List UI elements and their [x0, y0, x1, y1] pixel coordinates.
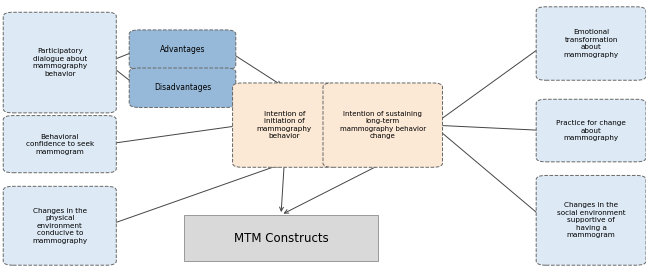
Text: Changes in the
social environment
supportive of
having a
mammogram: Changes in the social environment suppor…	[557, 202, 625, 238]
FancyBboxPatch shape	[233, 83, 336, 167]
FancyBboxPatch shape	[3, 116, 116, 173]
FancyBboxPatch shape	[536, 7, 646, 80]
Text: Emotional
transformation
about
mammography: Emotional transformation about mammograp…	[563, 29, 619, 58]
Text: Behavioral
confidence to seek
mammogram: Behavioral confidence to seek mammogram	[26, 134, 94, 155]
FancyBboxPatch shape	[3, 12, 116, 113]
FancyBboxPatch shape	[129, 30, 236, 69]
Text: Intention of
initiation of
mammography
behavior: Intention of initiation of mammography b…	[256, 111, 312, 139]
FancyBboxPatch shape	[536, 99, 646, 162]
Text: Disadvantages: Disadvantages	[154, 83, 211, 92]
FancyBboxPatch shape	[323, 83, 443, 167]
FancyBboxPatch shape	[184, 215, 378, 261]
FancyBboxPatch shape	[3, 186, 116, 265]
Text: Intention of sustaining
long-term
mammography behavior
change: Intention of sustaining long-term mammog…	[340, 111, 426, 139]
FancyBboxPatch shape	[129, 68, 236, 107]
Text: MTM Constructs: MTM Constructs	[234, 231, 328, 245]
FancyBboxPatch shape	[536, 175, 646, 265]
Text: Changes in the
physical
environment
conducive to
mammography: Changes in the physical environment cond…	[32, 208, 87, 244]
Text: Advantages: Advantages	[160, 45, 205, 54]
Text: Participatory
dialogue about
mammography
behavior: Participatory dialogue about mammography…	[32, 48, 87, 77]
Text: Practice for change
about
mammography: Practice for change about mammography	[556, 120, 626, 141]
